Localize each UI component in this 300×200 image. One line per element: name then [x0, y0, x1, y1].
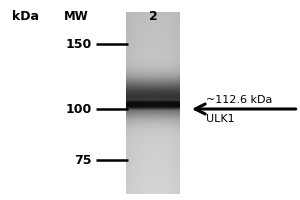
- Text: 2: 2: [148, 10, 158, 23]
- Text: kDa: kDa: [12, 10, 39, 23]
- Text: 150: 150: [65, 38, 92, 50]
- Text: ULK1: ULK1: [206, 114, 234, 124]
- Text: ~112.6 kDa: ~112.6 kDa: [206, 95, 272, 105]
- Text: 75: 75: [74, 154, 92, 166]
- Text: MW: MW: [64, 10, 89, 23]
- Text: 100: 100: [65, 103, 92, 116]
